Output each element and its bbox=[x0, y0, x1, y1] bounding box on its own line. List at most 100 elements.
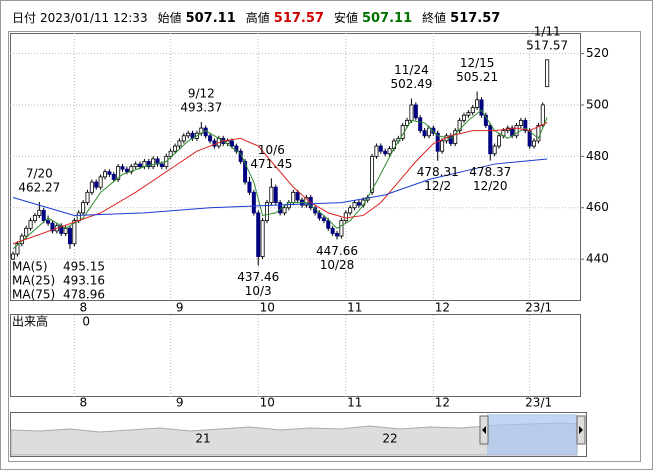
candle-body bbox=[173, 145, 178, 152]
legend-value: 495.15 bbox=[63, 260, 105, 274]
candle-body bbox=[330, 227, 335, 234]
candle-body bbox=[335, 233, 340, 237]
annotation-value: 478.37 bbox=[469, 165, 511, 179]
candle-body bbox=[488, 125, 493, 155]
annotation-date: 12/15 bbox=[460, 56, 495, 70]
header-value: 507.11 bbox=[186, 11, 236, 26]
candle-body bbox=[177, 140, 182, 147]
candle-body bbox=[457, 119, 462, 132]
candle-body bbox=[326, 220, 331, 229]
legend-box bbox=[11, 260, 107, 300]
candle-body bbox=[470, 107, 475, 114]
candle-body bbox=[243, 161, 248, 183]
candle-body bbox=[317, 212, 322, 219]
navigator-label: 22 bbox=[382, 432, 397, 446]
candle-body bbox=[85, 191, 90, 204]
annotation-date: 11/24 bbox=[394, 63, 429, 77]
candle-body bbox=[203, 127, 208, 137]
header-value: 517.57 bbox=[274, 11, 324, 26]
candle-body bbox=[81, 202, 86, 214]
navigator-window[interactable] bbox=[487, 414, 577, 455]
x-tick-label: 12 bbox=[435, 301, 450, 315]
candle-body bbox=[159, 163, 164, 168]
y-tick-label: 480 bbox=[586, 149, 609, 163]
candle-body bbox=[295, 191, 300, 201]
candle-body bbox=[155, 158, 160, 165]
inner-frame bbox=[8, 31, 641, 462]
volume-value: 0 bbox=[82, 315, 90, 329]
candle-body bbox=[545, 59, 550, 88]
x-tick-label: 9 bbox=[176, 301, 184, 315]
header-value: 2023/01/11 12:33 bbox=[40, 11, 148, 25]
legend-value: 493.16 bbox=[63, 274, 105, 288]
candle-body bbox=[405, 119, 410, 126]
candle-body bbox=[32, 215, 37, 221]
annotation-value: 437.46 bbox=[237, 270, 279, 284]
candle-body bbox=[24, 227, 29, 237]
annotation-value: 502.49 bbox=[390, 77, 432, 91]
y-tick-label: 520 bbox=[586, 46, 609, 60]
y-tick-label: 500 bbox=[586, 97, 609, 111]
candle-body bbox=[321, 217, 326, 221]
ma-line bbox=[12, 158, 548, 216]
candle-body bbox=[98, 176, 103, 188]
annotation-date: 10/3 bbox=[245, 284, 272, 298]
candle-body bbox=[497, 135, 502, 147]
candle-body bbox=[518, 119, 523, 126]
candle-body bbox=[348, 207, 353, 214]
header-label: 終値 bbox=[422, 10, 446, 25]
x-tick-label: 10 bbox=[260, 301, 275, 315]
arrow-left bbox=[482, 426, 486, 434]
candle-body bbox=[111, 173, 116, 180]
candle-body bbox=[356, 202, 361, 206]
candle-body bbox=[186, 132, 191, 137]
annotation-value: 493.37 bbox=[180, 100, 222, 114]
candle-body bbox=[120, 166, 125, 170]
candle-body bbox=[151, 158, 156, 168]
candle-body bbox=[116, 166, 121, 180]
x-tick-label: 10 bbox=[260, 396, 275, 410]
candle-body bbox=[418, 117, 423, 132]
annotation-date: 9/12 bbox=[188, 86, 215, 100]
x-tick-label: 23/1 bbox=[525, 396, 552, 410]
candle-body bbox=[475, 99, 480, 108]
price-panel bbox=[10, 33, 581, 301]
candle-body bbox=[260, 220, 265, 257]
x-tick-label: 8 bbox=[80, 301, 88, 315]
candle-body bbox=[11, 253, 16, 260]
candle-body bbox=[453, 130, 458, 144]
x-tick-label: 11 bbox=[347, 301, 362, 315]
legend-label: MA(75) bbox=[12, 288, 55, 302]
ma-line bbox=[12, 122, 548, 245]
y-tick-label: 440 bbox=[586, 252, 609, 266]
candle-body bbox=[461, 114, 466, 121]
candle-body bbox=[282, 207, 287, 214]
candle-body bbox=[94, 181, 99, 188]
candle-body bbox=[352, 202, 357, 209]
candle-body bbox=[540, 104, 545, 126]
arrow-right bbox=[579, 426, 583, 434]
header-label: 日付 bbox=[12, 11, 36, 25]
x-tick-label: 9 bbox=[176, 396, 184, 410]
candle-body bbox=[278, 202, 283, 214]
candle-body bbox=[422, 130, 427, 137]
candle-body bbox=[343, 212, 348, 221]
volume-panel bbox=[10, 314, 581, 397]
candle-body bbox=[251, 191, 256, 214]
candle-body bbox=[15, 243, 20, 255]
candle-body bbox=[514, 125, 519, 137]
x-tick-label: 8 bbox=[80, 396, 88, 410]
navigator-label: 21 bbox=[195, 432, 210, 446]
annotation-date: 12/2 bbox=[424, 179, 451, 193]
candle-body bbox=[431, 127, 436, 134]
header-label: 始値 bbox=[158, 10, 182, 25]
candle-body bbox=[124, 168, 129, 173]
annotation-value: 471.45 bbox=[250, 157, 292, 171]
candle-body bbox=[181, 135, 186, 142]
candle-body bbox=[208, 135, 213, 142]
y-tick-label: 460 bbox=[586, 200, 609, 214]
candle-body bbox=[387, 148, 392, 155]
candle-body bbox=[304, 197, 309, 206]
candle-body bbox=[107, 171, 112, 175]
